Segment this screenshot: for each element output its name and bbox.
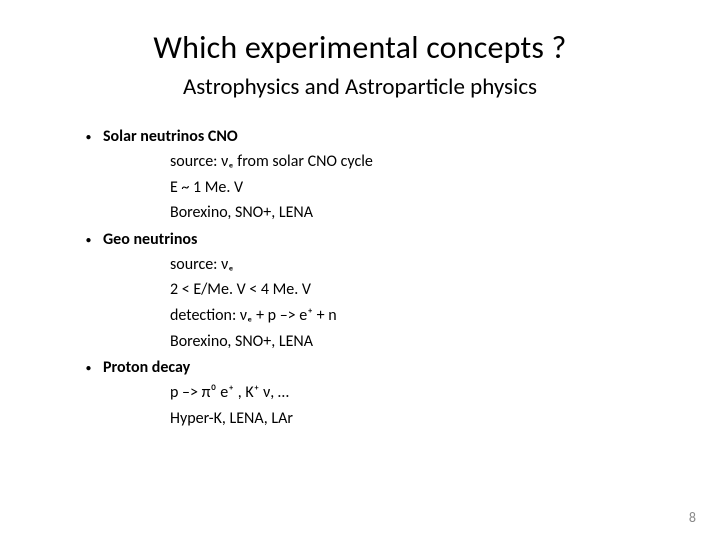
sub-line: source: νₑ	[170, 254, 660, 276]
slide: Which experimental concepts ? Astrophysi…	[0, 0, 720, 540]
bullet-heading: Solar neutrinos CNO	[103, 127, 238, 146]
sub-line: p –> π⁰ e⁺ , K⁺ ν, …	[170, 382, 660, 404]
bullet-proton-decay: • Proton decay	[86, 358, 660, 378]
sub-line: Hyper-K, LENA, LAr	[170, 408, 660, 430]
bullet-geo-neutrinos: • Geo neutrinos	[86, 230, 660, 250]
sub-line: Borexino, SNO+, LENA	[170, 202, 660, 224]
bullet-heading: Geo neutrinos	[103, 230, 197, 249]
sub-line: source: νₑ from solar CNO cycle	[170, 151, 660, 173]
bullet-heading: Proton decay	[103, 358, 190, 377]
slide-title: Which experimental concepts ?	[60, 28, 660, 67]
sub-line: E ~ 1 Me. V	[170, 177, 660, 199]
sub-line: Borexino, SNO+, LENA	[170, 331, 660, 353]
slide-subtitle: Astrophysics and Astroparticle physics	[60, 73, 660, 101]
page-number: 8	[689, 509, 696, 526]
sub-line: detection: νₑ + p –> e⁺ + n	[170, 305, 660, 327]
bullet-dot-icon: •	[86, 358, 91, 378]
sub-line: 2 < E/Me. V < 4 Me. V	[170, 279, 660, 301]
bullet-dot-icon: •	[86, 127, 91, 147]
bullet-solar-neutrinos: • Solar neutrinos CNO	[86, 127, 660, 147]
bullet-dot-icon: •	[86, 230, 91, 250]
